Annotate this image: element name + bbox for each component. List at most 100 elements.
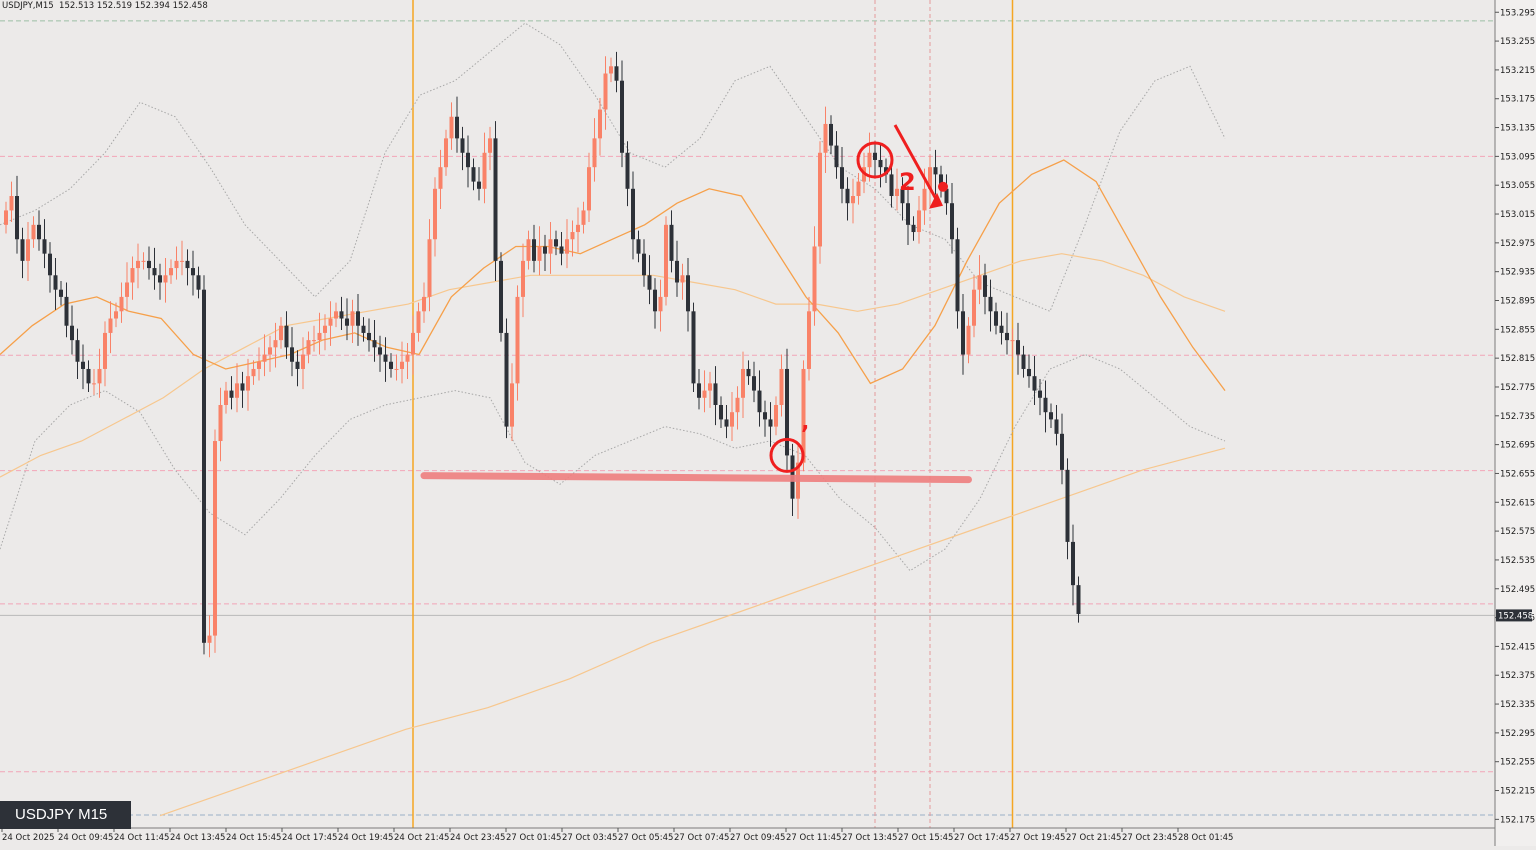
candle[interactable] bbox=[196, 266, 201, 299]
candle[interactable] bbox=[42, 219, 47, 269]
candle[interactable] bbox=[317, 312, 322, 355]
candle[interactable] bbox=[75, 328, 80, 380]
candle[interactable] bbox=[829, 115, 833, 155]
candle[interactable] bbox=[130, 256, 135, 300]
candle[interactable] bbox=[1043, 380, 1048, 433]
candle[interactable] bbox=[785, 348, 789, 470]
candle[interactable] bbox=[598, 98, 602, 156]
candle[interactable] bbox=[735, 386, 740, 430]
candle[interactable] bbox=[427, 219, 432, 312]
candle[interactable] bbox=[609, 57, 613, 83]
candle[interactable] bbox=[70, 305, 74, 355]
candle[interactable] bbox=[961, 294, 965, 375]
candle[interactable] bbox=[389, 353, 393, 378]
candle[interactable] bbox=[1027, 354, 1031, 388]
candle[interactable] bbox=[702, 370, 707, 413]
candle[interactable] bbox=[730, 392, 734, 442]
candle[interactable] bbox=[818, 141, 822, 264]
candle[interactable] bbox=[422, 282, 426, 323]
candle[interactable] bbox=[713, 366, 718, 426]
candle[interactable] bbox=[614, 51, 619, 93]
candle[interactable] bbox=[312, 325, 316, 352]
candle[interactable] bbox=[350, 299, 355, 344]
candle[interactable] bbox=[592, 118, 597, 182]
candle[interactable] bbox=[944, 174, 949, 215]
candle[interactable] bbox=[719, 396, 723, 429]
candle[interactable] bbox=[86, 360, 91, 393]
candle[interactable] bbox=[763, 400, 767, 437]
candle[interactable] bbox=[460, 126, 465, 171]
candle[interactable] bbox=[31, 216, 36, 248]
candle[interactable] bbox=[697, 368, 701, 410]
candle[interactable] bbox=[306, 331, 311, 364]
candle[interactable] bbox=[532, 224, 536, 273]
candle[interactable] bbox=[807, 296, 811, 381]
candle[interactable] bbox=[537, 226, 542, 276]
candle[interactable] bbox=[768, 402, 773, 447]
candle[interactable] bbox=[647, 255, 652, 305]
candle[interactable] bbox=[658, 279, 663, 332]
candle[interactable] bbox=[966, 317, 971, 364]
candle[interactable] bbox=[675, 240, 679, 297]
candle[interactable] bbox=[548, 221, 553, 274]
candle[interactable] bbox=[4, 201, 8, 234]
candle[interactable] bbox=[499, 252, 503, 342]
candle[interactable] bbox=[323, 314, 327, 351]
candle[interactable] bbox=[587, 152, 591, 222]
candle[interactable] bbox=[911, 216, 916, 241]
candle[interactable] bbox=[691, 302, 696, 393]
candle[interactable] bbox=[284, 311, 289, 359]
candle[interactable] bbox=[163, 257, 168, 303]
candle[interactable] bbox=[559, 232, 564, 266]
candle[interactable] bbox=[840, 147, 844, 204]
candle[interactable] bbox=[20, 227, 25, 279]
candle[interactable] bbox=[878, 142, 883, 188]
candle[interactable] bbox=[977, 255, 982, 305]
candle[interactable] bbox=[983, 263, 987, 315]
candle[interactable] bbox=[581, 201, 586, 234]
candle[interactable] bbox=[37, 210, 41, 251]
candle[interactable] bbox=[279, 317, 283, 349]
candle[interactable] bbox=[603, 56, 608, 130]
candle[interactable] bbox=[939, 165, 943, 198]
candle[interactable] bbox=[108, 301, 113, 354]
candle[interactable] bbox=[1071, 524, 1075, 606]
candle[interactable] bbox=[301, 337, 305, 390]
candle[interactable] bbox=[64, 282, 69, 338]
candle[interactable] bbox=[367, 318, 371, 352]
candle[interactable] bbox=[1054, 404, 1059, 446]
candle[interactable] bbox=[125, 262, 129, 312]
candle[interactable] bbox=[191, 250, 195, 296]
candle[interactable] bbox=[625, 141, 630, 207]
candle[interactable] bbox=[262, 334, 267, 377]
candle[interactable] bbox=[59, 281, 63, 306]
candle[interactable] bbox=[394, 354, 399, 381]
candle[interactable] bbox=[449, 102, 454, 150]
candle[interactable] bbox=[438, 149, 443, 209]
candle[interactable] bbox=[515, 285, 520, 401]
candle[interactable] bbox=[213, 429, 217, 653]
candle[interactable] bbox=[444, 129, 448, 176]
candle[interactable] bbox=[1005, 312, 1009, 355]
candle[interactable] bbox=[928, 155, 932, 207]
candle[interactable] bbox=[570, 220, 575, 257]
candle[interactable] bbox=[1076, 576, 1081, 623]
candle[interactable] bbox=[631, 171, 635, 260]
candle[interactable] bbox=[97, 348, 102, 398]
candle[interactable] bbox=[185, 249, 190, 286]
candle[interactable] bbox=[1060, 413, 1064, 485]
candle[interactable] bbox=[328, 301, 333, 346]
candle[interactable] bbox=[356, 294, 360, 346]
candle[interactable] bbox=[895, 168, 899, 211]
candle[interactable] bbox=[741, 351, 745, 418]
candle[interactable] bbox=[873, 141, 877, 178]
candle[interactable] bbox=[526, 230, 531, 270]
candle[interactable] bbox=[933, 149, 938, 195]
candle[interactable] bbox=[774, 396, 778, 436]
candle[interactable] bbox=[488, 126, 492, 171]
candle[interactable] bbox=[724, 404, 729, 439]
candle[interactable] bbox=[1065, 458, 1070, 560]
candle[interactable] bbox=[686, 257, 690, 332]
candle[interactable] bbox=[620, 60, 624, 168]
